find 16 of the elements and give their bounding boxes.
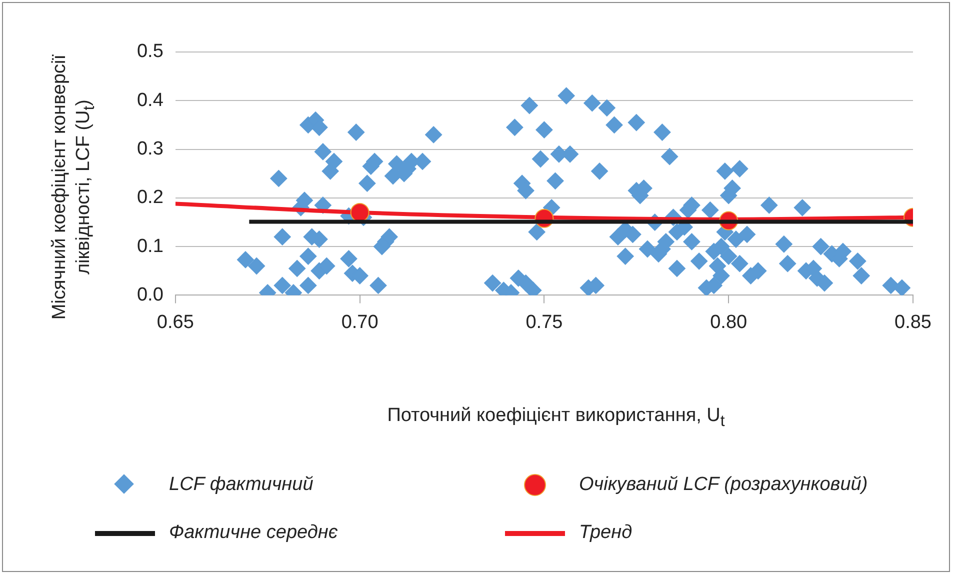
y-tick-label: 0.2 [136,187,164,208]
x-tick-label: 0.65 [156,312,194,333]
y-tick-label: 0.1 [136,236,164,257]
x-tick-label: 0.70 [341,312,378,333]
y-tick-label: 0.0 [136,284,164,306]
x-tick-label: 0.80 [710,312,748,333]
y-tick-label: 0.5 [136,41,164,62]
legend-label: Тренд [579,522,632,544]
legend-label: Фактичне середнє [169,522,338,544]
y-tick-label: 0.3 [136,138,164,160]
x-axis-title: Поточний коефіцієнт використання, U$_{t}$ [387,405,725,431]
x-tick-label: 0.85 [894,312,932,333]
y-tick-label: 0.4 [136,90,164,111]
legend-label: LCF фактичний [169,474,314,496]
x-tick-label: 0.75 [526,312,563,333]
legend-label: Очікуваний LCF (розрахунковий) [579,474,868,496]
